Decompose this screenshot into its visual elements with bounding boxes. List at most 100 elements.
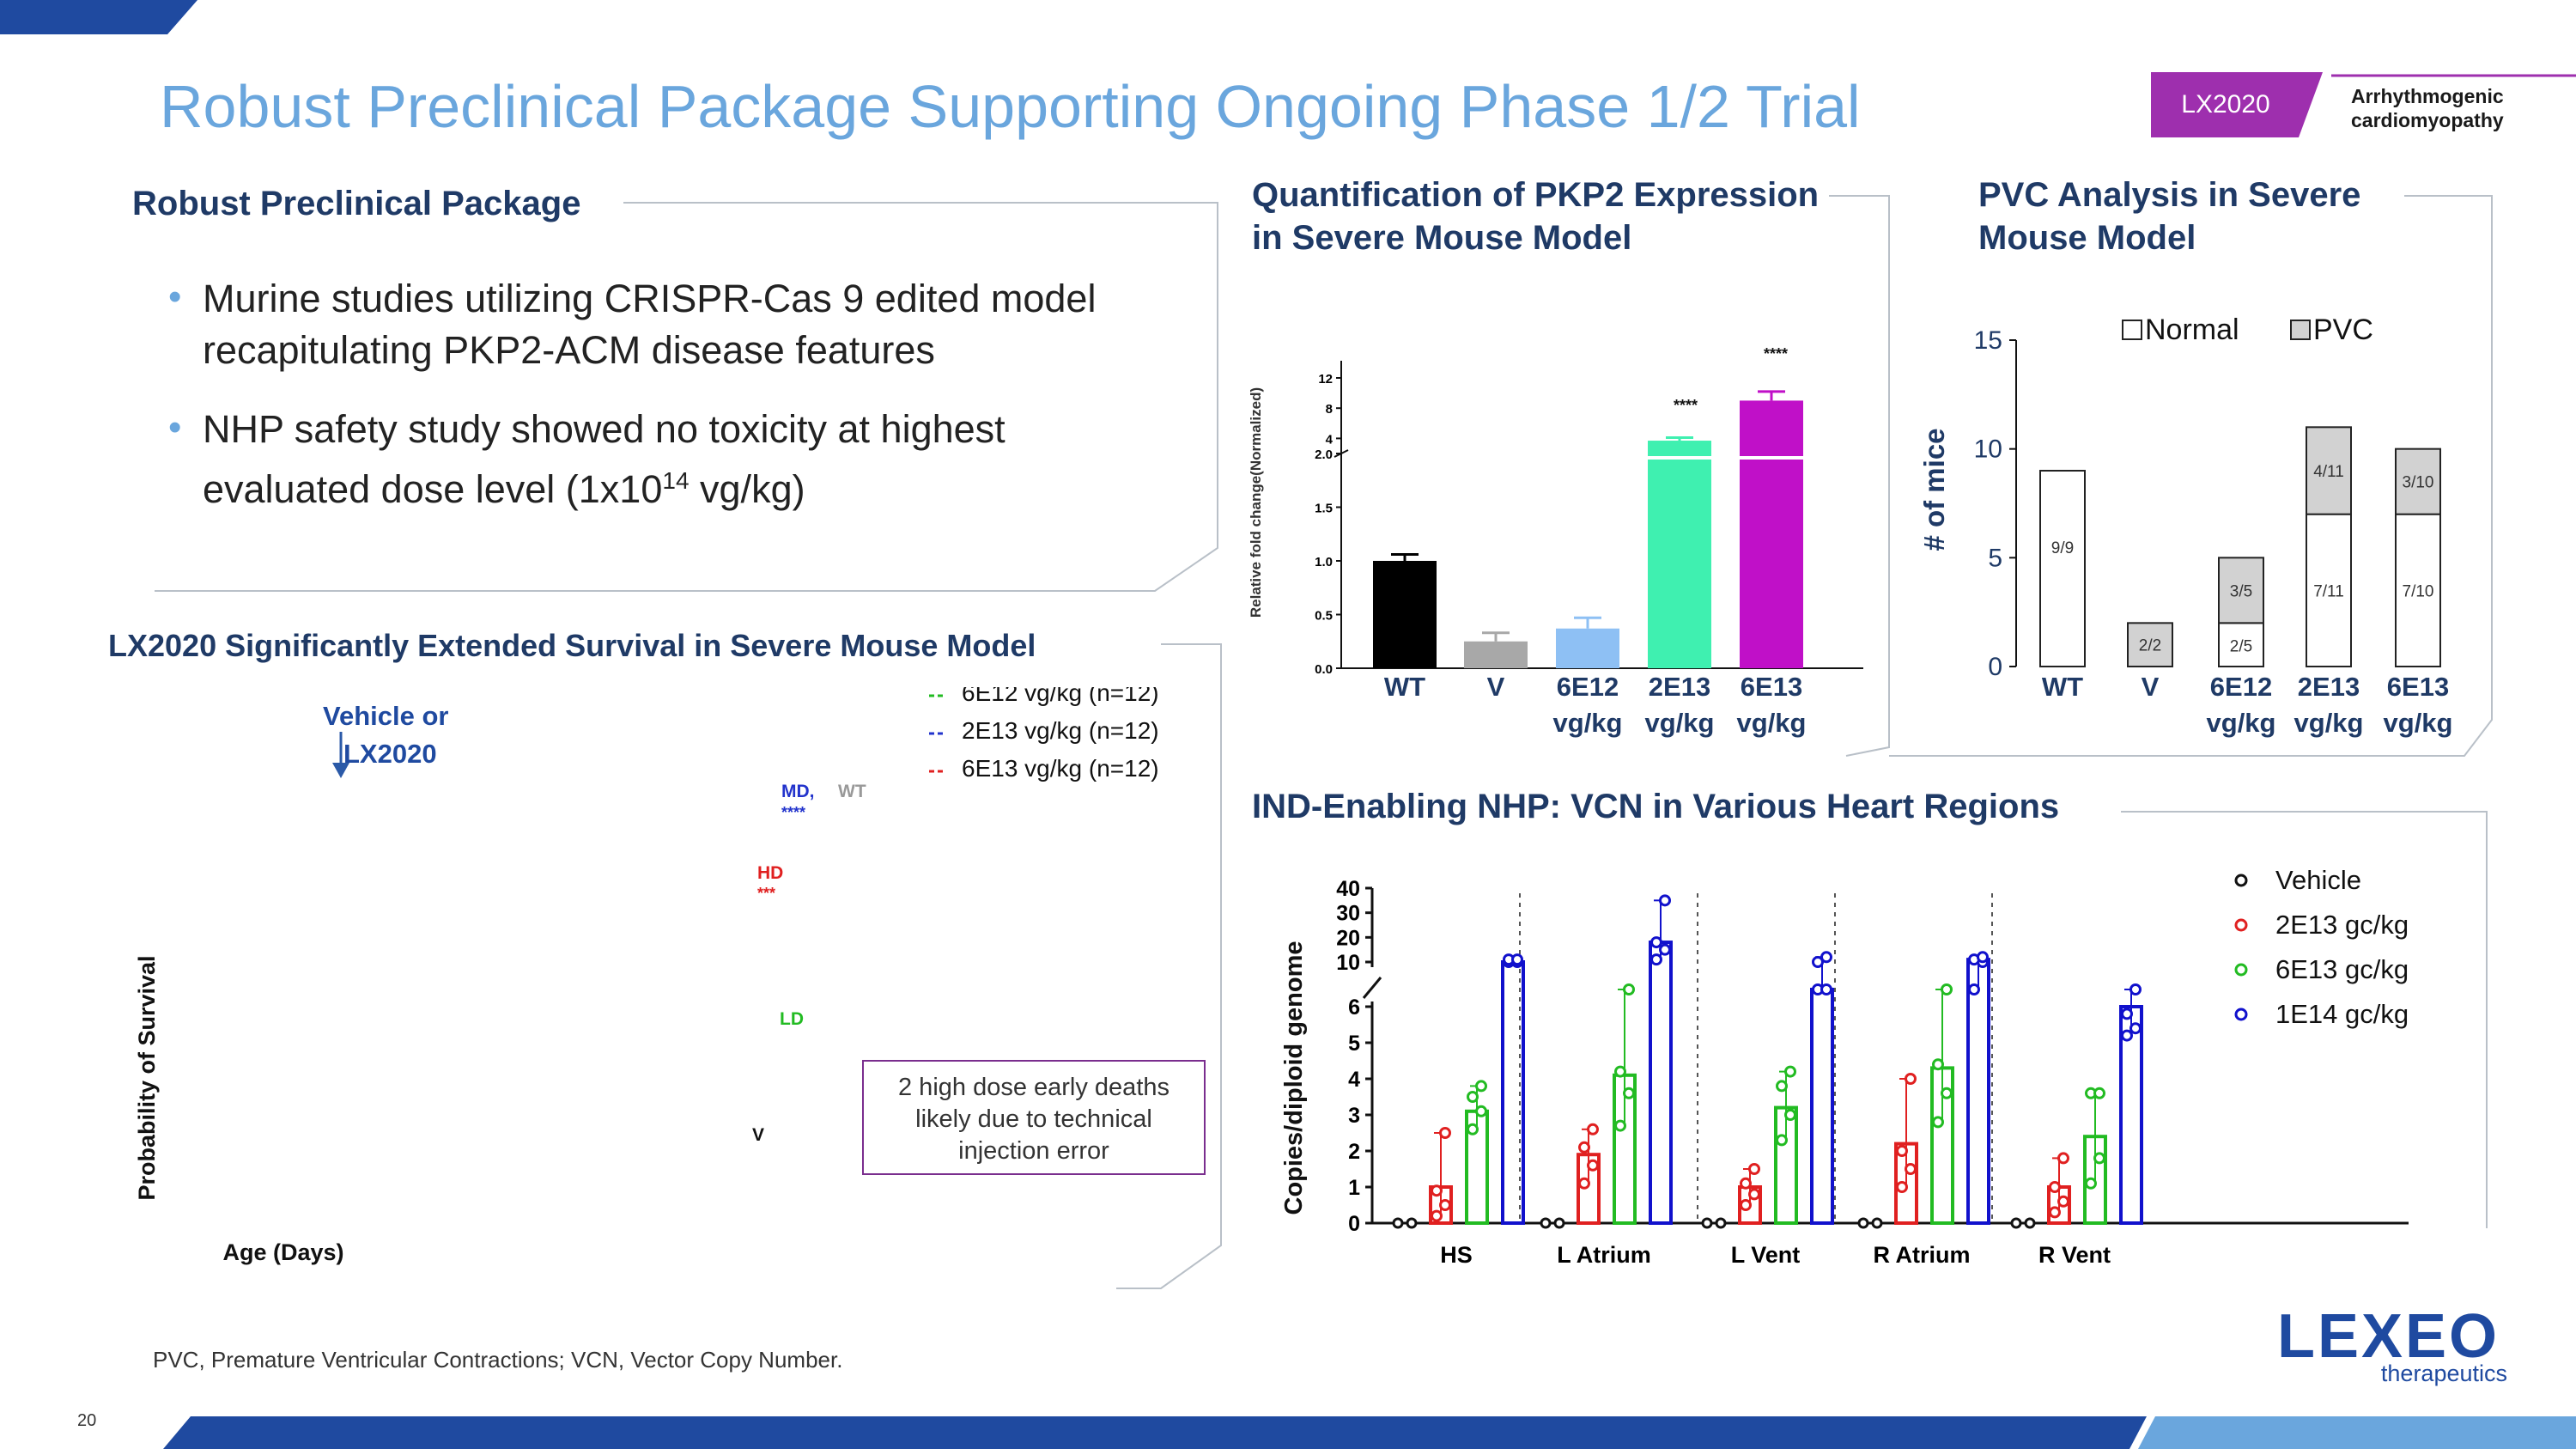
label-ld: LD	[780, 1009, 804, 1029]
nhp-point	[1776, 1080, 1788, 1093]
top-banner	[0, 0, 197, 34]
pvc-xlabel: 6E13	[2387, 672, 2449, 702]
nhp-point	[1748, 1163, 1760, 1175]
nhp-point	[1578, 1141, 1590, 1154]
pvc-bar-pvc	[2127, 622, 2173, 668]
nhp-point	[2121, 1029, 2133, 1042]
note-line-3: injection error	[958, 1137, 1109, 1165]
stars-md: ****	[781, 804, 805, 821]
survival-legend-label: 6E13 vg/kg (n=12)	[962, 755, 1159, 782]
pvc-normal-label: 7/11	[2313, 583, 2344, 601]
nhp-point	[2085, 1177, 2097, 1190]
nhp-point	[1905, 1073, 1917, 1085]
nhp-point	[1650, 953, 1662, 966]
nhp-legend: Vehicle 2E13 gc/kg 6E13 gc/kg 1E14 gc/kg	[2234, 865, 2409, 1029]
nhp-point	[1896, 1181, 1908, 1193]
pvc-bar-pvc	[2306, 426, 2352, 515]
pkp2-ytick-label: 1.0	[1315, 555, 1333, 569]
nhp-point	[2049, 1206, 2061, 1219]
bullet-murine: Murine studies utilizing CRISPR-Cas 9 ed…	[168, 271, 1182, 376]
pvc-bar-normal	[2306, 513, 2352, 667]
nhp-ytick-label: 4	[1348, 1068, 1360, 1092]
pvc-xlabel: V	[2142, 672, 2160, 702]
nhp-region-label: R Vent	[2038, 1242, 2111, 1268]
pvc-pvc-label: 3/5	[2230, 582, 2252, 600]
bottom-banner	[163, 1416, 2576, 1449]
nhp-point	[1896, 1145, 1908, 1157]
nhp-ytick-label: 5	[1348, 1032, 1360, 1056]
bullet-nhp-unit: vg/kg)	[689, 467, 805, 511]
pvc-normal-label: 9/9	[2051, 539, 2074, 557]
page-title: Robust Preclinical Package Supporting On…	[160, 73, 1861, 140]
nhp-ytick-label: 40	[1336, 877, 1360, 901]
nhp-ytick-label: 2	[1348, 1140, 1360, 1164]
pkp2-bar	[1648, 441, 1711, 668]
nhp-ytick-label: 10	[1336, 951, 1360, 975]
pkp2-ytick-label: 12	[1318, 372, 1333, 387]
nhp-point	[2010, 1217, 2022, 1229]
pkp2-xlabel-unit: vg/kg	[1553, 708, 1623, 738]
pkp2-heading-line1: Quantification of PKP2 Expression	[1252, 176, 1820, 214]
nhp-legend-label: 6E13 gc/kg	[2275, 954, 2409, 984]
nhp-point	[1587, 1159, 1599, 1172]
nhp-legend-label: 2E13 gc/kg	[2275, 910, 2409, 940]
pkp2-stars-6e13: ****	[1764, 345, 1788, 362]
nhp-legend-label: Vehicle	[2275, 865, 2361, 895]
nhp-point	[1623, 1087, 1635, 1099]
pkp2-bar	[1556, 628, 1619, 668]
nhp-point	[1871, 1217, 1883, 1229]
pkp2-chart: Relative fold change(Normalized) 0.0 0.5 1…	[1248, 345, 1863, 738]
legend-pvc-swatch	[2290, 320, 2311, 340]
nhp-ytick-label: 30	[1336, 902, 1360, 926]
pvc-xlabel: 6E12	[2210, 672, 2272, 702]
footnote: PVC, Premature Ventricular Contractions;…	[153, 1347, 843, 1373]
pkp2-stars-2e13: ****	[1674, 397, 1698, 414]
nhp-point	[2057, 1152, 2069, 1165]
nhp-legend-marker	[2234, 963, 2248, 977]
nhp-point	[2093, 1087, 2105, 1099]
nhp-point	[1820, 951, 1832, 964]
nhp-point	[1812, 956, 1824, 968]
survival-legend-label: 6E12 vg/kg (n=12)	[962, 687, 1159, 706]
pvc-normal-label: 2/5	[2230, 638, 2252, 656]
pkp2-ylabel: Relative fold change(Normalized)	[1248, 387, 1264, 618]
nhp-point	[1977, 951, 1989, 964]
label-v: V	[752, 1125, 764, 1145]
nhp-point	[2057, 1195, 2069, 1208]
pkp2-xlabel: 2E13	[1649, 672, 1710, 702]
nhp-point	[1475, 1080, 1487, 1093]
nhp-ytick-label: 1	[1348, 1176, 1360, 1200]
nhp-region-label: L Atrium	[1557, 1242, 1651, 1268]
nhp-point	[1932, 1116, 1944, 1129]
nhp-point	[2129, 1022, 2142, 1035]
nhp-legend-label: 1E14 gc/kg	[2275, 999, 2409, 1029]
pvc-heading-line2: Mouse Model	[1978, 219, 2196, 257]
pkp2-xlabel: WT	[1384, 672, 1425, 702]
nhp-point	[1932, 1058, 1944, 1071]
nhp-point	[1406, 1217, 1418, 1229]
logo-subtitle: therapeutics	[2380, 1361, 2507, 1386]
pvc-ytick-label: 5	[1988, 544, 2002, 572]
pkp2-ytick-label: 1.5	[1315, 502, 1333, 516]
pvc-normal-label: 7/10	[2403, 583, 2434, 601]
nhp-point	[1392, 1217, 1404, 1229]
pvc-heading: PVC Analysis in Severe Mouse Model	[1978, 174, 2360, 259]
pkp2-xlabel-unit: vg/kg	[1645, 708, 1715, 738]
survival-legend-label: 2E13 vg/kg (n=12)	[962, 717, 1159, 744]
pvc-legend: Normal PVC	[2122, 314, 2373, 346]
preclinical-heading: Robust Preclinical Package	[132, 185, 581, 222]
nhp-point	[1439, 1199, 1451, 1211]
pvc-pvc-label: 4/11	[2313, 463, 2344, 481]
nhp-ytick-label: 3	[1348, 1104, 1360, 1128]
nhp-point	[1475, 1105, 1487, 1117]
pkp2-ytick-label: 4	[1326, 432, 1334, 447]
survival-ylabel: Probability of Survival	[134, 955, 160, 1200]
nhp-point	[1748, 1188, 1760, 1201]
nhp-point	[1905, 1163, 1917, 1175]
nhp-point	[1578, 1177, 1590, 1190]
preclinical-bullets: Murine studies utilizing CRISPR-Cas 9 ed…	[168, 271, 1182, 543]
pkp2-xlabel: V	[1487, 672, 1505, 702]
label-wt: WT	[838, 782, 866, 801]
survival-chart: Probability of Survival Age (Days) 02040…	[134, 687, 1159, 1265]
